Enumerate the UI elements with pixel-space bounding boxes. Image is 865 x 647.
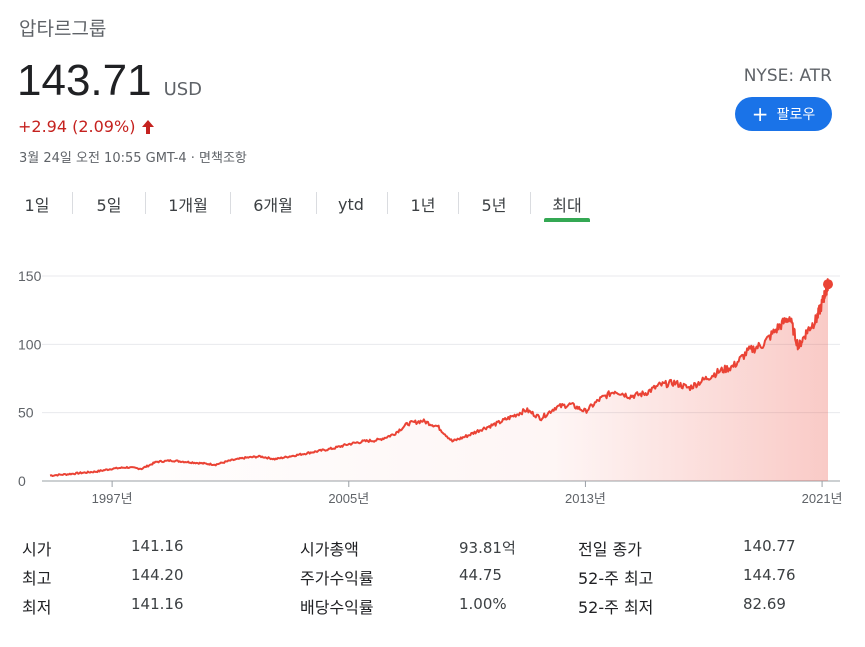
tab-5y[interactable]: 5년 [481, 196, 507, 215]
x-tick-label: 2013년 [565, 491, 606, 506]
tab-max[interactable]: 최대 [544, 186, 590, 222]
tab-1d[interactable]: 1일 [24, 196, 50, 215]
stat-open-value: 141.16 [131, 537, 184, 555]
x-tick-label: 1997년 [92, 491, 133, 506]
follow-button[interactable]: + 팔로우 [735, 97, 832, 131]
tab-6m[interactable]: 6개월 [253, 196, 293, 215]
chart-area-fill [50, 279, 828, 481]
x-tick-label: 2021년 [802, 491, 843, 506]
tab-5d[interactable]: 5일 [96, 196, 122, 215]
tab-divider [72, 192, 73, 214]
y-tick-label: 0 [18, 473, 26, 489]
tab-divider [316, 192, 317, 214]
tab-divider [530, 192, 531, 214]
tab-ytd[interactable]: ytd [338, 194, 364, 214]
stat-high-value: 144.20 [131, 566, 184, 584]
stat-open-label: 시가 [22, 540, 52, 559]
y-tick-label: 150 [18, 268, 42, 284]
tab-divider [230, 192, 231, 214]
stat-52wk-high-label: 52-주 최고 [578, 569, 654, 588]
price-row: 143.71 USD [17, 58, 202, 104]
timestamp: 3월 24일 오전 10:55 GMT-4 · 면책조항 [19, 151, 247, 166]
stat-high-label: 최고 [22, 569, 52, 588]
current-price-dot [823, 279, 833, 290]
tab-divider [458, 192, 459, 214]
price-change: +2.94 (2.09%) [18, 117, 155, 136]
tab-1y[interactable]: 1년 [410, 196, 436, 215]
range-tabs: 1일 5일 1개월 6개월 ytd 1년 5년 최대 [0, 186, 865, 226]
tab-divider [387, 192, 388, 214]
stat-mktcap-label: 시가총액 [300, 540, 359, 559]
stat-dividend-value: 1.00% [459, 595, 507, 613]
stock-price: 143.71 [17, 56, 152, 105]
y-tick-label: 50 [18, 405, 34, 421]
stat-52wk-low-label: 52-주 최저 [578, 598, 654, 617]
currency-label: USD [163, 79, 203, 100]
stat-pe-label: 주가수익률 [300, 569, 374, 588]
plus-icon: + [751, 102, 769, 126]
stat-mktcap-value: 93.81억 [459, 539, 516, 557]
stat-low-label: 최저 [22, 598, 52, 617]
price-change-text: +2.94 (2.09%) [18, 117, 136, 136]
stat-low-value: 141.16 [131, 595, 184, 613]
arrow-up-icon [142, 119, 155, 134]
tab-1m[interactable]: 1개월 [168, 196, 208, 215]
stat-prevclose-value: 140.77 [743, 537, 796, 555]
stat-52wk-low-value: 82.69 [743, 595, 786, 613]
price-chart[interactable]: 150 100 50 0 1997년 2005년 2013년 2021년 [0, 250, 865, 518]
exchange-ticker: NYSE: ATR [743, 66, 832, 86]
stat-dividend-label: 배당수익률 [300, 598, 374, 617]
x-tick-label: 2005년 [328, 491, 369, 506]
stat-pe-value: 44.75 [459, 566, 502, 584]
follow-label: 팔로우 [776, 107, 816, 123]
active-tab-indicator [544, 218, 590, 222]
stat-prevclose-label: 전일 종가 [578, 540, 642, 559]
y-tick-label: 100 [18, 336, 42, 352]
stat-52wk-high-value: 144.76 [743, 566, 796, 584]
tab-divider [145, 192, 146, 214]
company-name: 압타르그룹 [19, 18, 107, 40]
price-line [49, 278, 829, 477]
